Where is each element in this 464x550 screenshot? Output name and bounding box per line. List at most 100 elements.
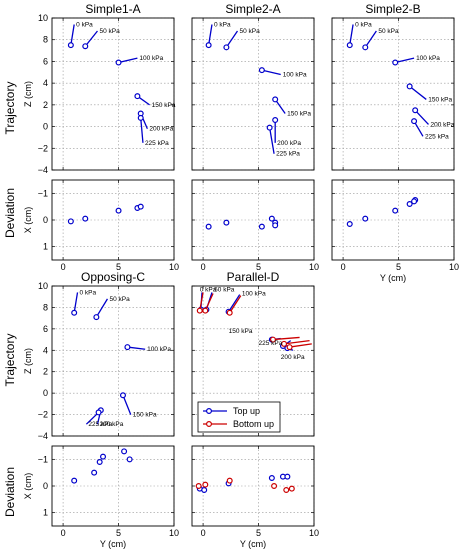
y-tick-label: 2 xyxy=(43,367,48,377)
panel-title: Parallel-D xyxy=(227,270,280,284)
x-tick-label: 5 xyxy=(396,262,401,272)
y-tick-label: 6 xyxy=(43,324,48,334)
panel-simple2-b-deviation: 0 5 10 Y (cm) xyxy=(331,179,459,283)
top-up-point xyxy=(119,392,126,399)
top-up-point xyxy=(268,475,275,482)
pressure-label: 0 kPa xyxy=(200,286,217,293)
top-up-point xyxy=(115,59,122,66)
pressure-label: 150 kPa xyxy=(229,328,253,335)
pressure-label: 50 kPa xyxy=(214,286,235,293)
row-label-trajectory-bottom: Trajectory xyxy=(3,334,17,387)
x-tick-label: 0 xyxy=(61,528,66,538)
pressure-label: 150 kPa xyxy=(133,412,157,419)
bottom-up-point xyxy=(202,307,209,314)
top-up-point xyxy=(411,118,418,125)
bottom-up-vector xyxy=(272,336,300,341)
pressure-label: 200 kPa xyxy=(281,354,305,361)
top-up-vector xyxy=(395,57,415,64)
top-up-point xyxy=(82,215,89,222)
top-up-point xyxy=(258,67,265,74)
top-up-vector xyxy=(207,24,213,46)
y-axis-label: Z (cm) xyxy=(23,81,33,107)
x-tick-label: 10 xyxy=(449,262,459,272)
pressure-label: 100 kPa xyxy=(416,55,440,62)
panel-opposing-c: −4 −2 0 2 4 6 8 10 Opposing-C Z (cm) 0 kPa 50 kPa 10… xyxy=(23,270,175,441)
axes-frame xyxy=(331,17,455,171)
top-up-point xyxy=(268,215,275,222)
top-up-point xyxy=(411,198,418,205)
bottom-up-point xyxy=(226,477,233,484)
top-up-vector xyxy=(122,395,132,415)
top-up-point xyxy=(266,124,273,131)
legend-top-up-label: Top up xyxy=(233,406,260,416)
top-up-point xyxy=(201,487,208,494)
x-tick-label: 5 xyxy=(116,262,121,272)
top-up-point xyxy=(223,219,230,226)
pressure-label: 0 kPa xyxy=(80,289,97,296)
legend-bottom-up-label: Bottom up xyxy=(233,419,274,429)
y-tick-label: −2 xyxy=(38,410,48,420)
top-up-vector xyxy=(95,298,109,318)
top-up-vector xyxy=(73,292,79,313)
panel-parallel-d-deviation: 0 5 10 Y (cm) xyxy=(191,445,319,549)
x-tick-label: 10 xyxy=(309,528,319,538)
x-axis-label: Y (cm) xyxy=(100,539,126,549)
top-up-vector xyxy=(84,30,98,47)
top-up-point xyxy=(362,215,369,222)
bottom-up-vector xyxy=(204,293,214,311)
panel-title: Opposing-C xyxy=(81,270,145,284)
axes-frame xyxy=(191,445,315,527)
y-axis-label: Z (cm) xyxy=(23,348,33,374)
y-axis-label: X (cm) xyxy=(23,473,33,500)
top-up-point xyxy=(412,107,419,114)
top-up-vector xyxy=(409,85,427,100)
top-up-point xyxy=(205,42,212,49)
top-up-point xyxy=(346,221,353,228)
pressure-label: 50 kPa xyxy=(109,296,130,303)
pressure-label: 200 kPa xyxy=(277,140,301,147)
y-tick-label: 0 xyxy=(43,481,48,491)
top-up-point xyxy=(124,344,131,351)
panel-title: Simple2-B xyxy=(365,2,420,16)
pressure-label: 50 kPa xyxy=(239,28,260,35)
top-up-point xyxy=(67,218,74,225)
x-tick-label: 0 xyxy=(201,262,206,272)
axes-frame xyxy=(191,285,315,437)
bottom-up-point xyxy=(286,344,293,351)
axes-frame xyxy=(331,179,455,261)
top-up-point xyxy=(284,473,291,480)
top-up-point xyxy=(121,448,128,455)
pressure-label: 225 kPa xyxy=(88,421,112,428)
top-up-point xyxy=(93,314,100,321)
axes-frame xyxy=(191,179,315,261)
y-tick-label: 6 xyxy=(43,56,48,66)
panel-simple2-a-deviation: 0 5 10 xyxy=(191,179,319,272)
panel-title: Simple1-A xyxy=(85,2,140,16)
top-up-point xyxy=(205,223,212,230)
pressure-label: 100 kPa xyxy=(242,291,266,298)
pressure-label: 200 kPa xyxy=(99,421,123,428)
pressure-label: 50 kPa xyxy=(378,28,399,35)
top-up-point xyxy=(392,59,399,66)
pressure-label: 0 kPa xyxy=(76,22,93,29)
axes-frame xyxy=(51,179,175,261)
y-tick-label: 1 xyxy=(43,242,48,252)
x-tick-label: 0 xyxy=(341,262,346,272)
bottom-up-vector xyxy=(229,295,242,314)
panel-opposing-c-deviation: 0 5 10 −1 0 1 X (cm) Y (cm) xyxy=(23,445,179,549)
y-tick-label: 1 xyxy=(43,508,48,518)
top-up-point xyxy=(362,44,369,51)
pressure-label: 100 kPa xyxy=(139,55,163,62)
pressure-label: 0 kPa xyxy=(355,22,372,29)
top-up-point xyxy=(272,222,279,229)
pressure-label: 225 kPa xyxy=(259,340,283,347)
y-tick-label: 10 xyxy=(38,13,48,23)
pressure-label: 100 kPa xyxy=(283,71,307,78)
y-tick-label: −4 xyxy=(38,165,48,175)
y-tick-label: 4 xyxy=(43,78,48,88)
top-up-point xyxy=(82,43,89,50)
y-tick-label: 8 xyxy=(43,302,48,312)
y-tick-label: 10 xyxy=(38,281,48,291)
axes-frame xyxy=(51,285,175,437)
